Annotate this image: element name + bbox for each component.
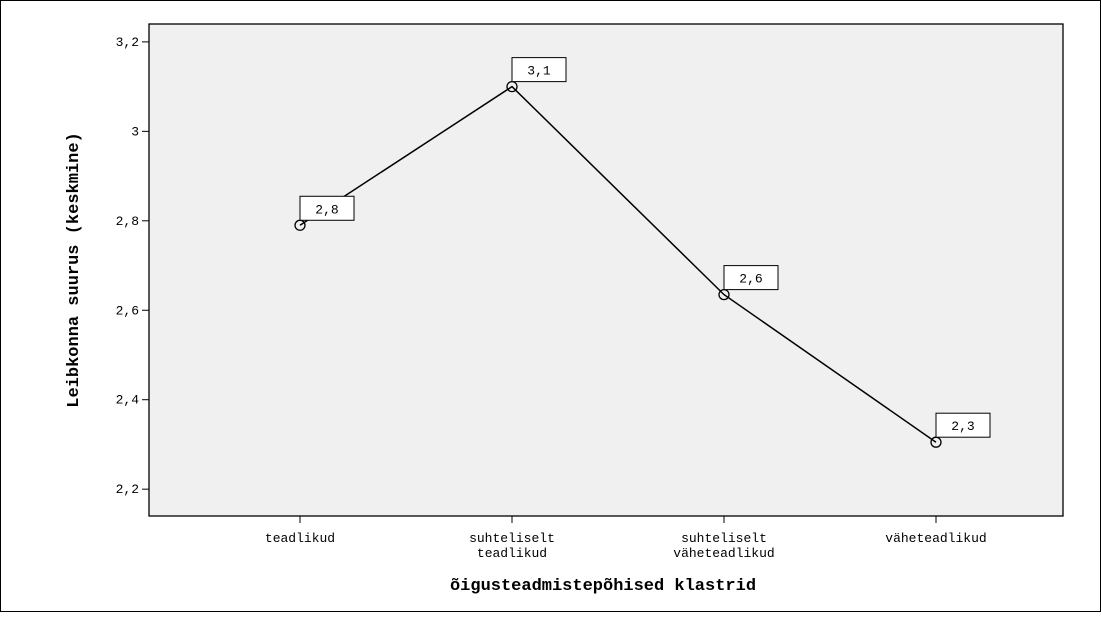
- y-tick-label: 3,2: [116, 35, 139, 50]
- svg-text:3,1: 3,1: [527, 64, 551, 79]
- data-label: 2,3: [935, 412, 991, 438]
- x-tick-label: suhteliselt väheteadlikud: [673, 531, 774, 561]
- y-tick-label: 2,2: [116, 482, 139, 497]
- svg-text:2,6: 2,6: [739, 272, 762, 287]
- svg-text:2,3: 2,3: [951, 419, 974, 434]
- y-axis: 2,2 2,4 2,6 2,8 3 3,2: [116, 35, 149, 497]
- y-tick-label: 2,8: [116, 214, 139, 229]
- x-axis-title: õigusteadmistepõhised klastrid: [450, 577, 756, 596]
- data-label: 3,1: [511, 57, 567, 83]
- series-line: [299, 85, 937, 443]
- svg-text:2,8: 2,8: [315, 202, 338, 217]
- data-labels-layer: 2,8 3,1 2,6 2,3: [299, 57, 991, 438]
- plot-area: [148, 23, 1064, 517]
- x-axis: teadlikud suhteliselt teadlikud suhteliselt…: [265, 516, 987, 561]
- y-tick-label: 2,6: [116, 303, 139, 318]
- data-label: 2,8: [299, 195, 355, 221]
- data-label: 2,6: [723, 265, 779, 291]
- y-tick-label: 3: [131, 124, 139, 139]
- x-tick-label: suhteliselt teadlikud: [469, 531, 555, 561]
- x-tick-label: teadlikud: [265, 531, 335, 546]
- y-axis-title: Leibkonna suurus (keskmine): [65, 132, 84, 407]
- y-tick-label: 2,4: [116, 393, 140, 408]
- x-tick-label: väheteadlikud: [885, 531, 986, 546]
